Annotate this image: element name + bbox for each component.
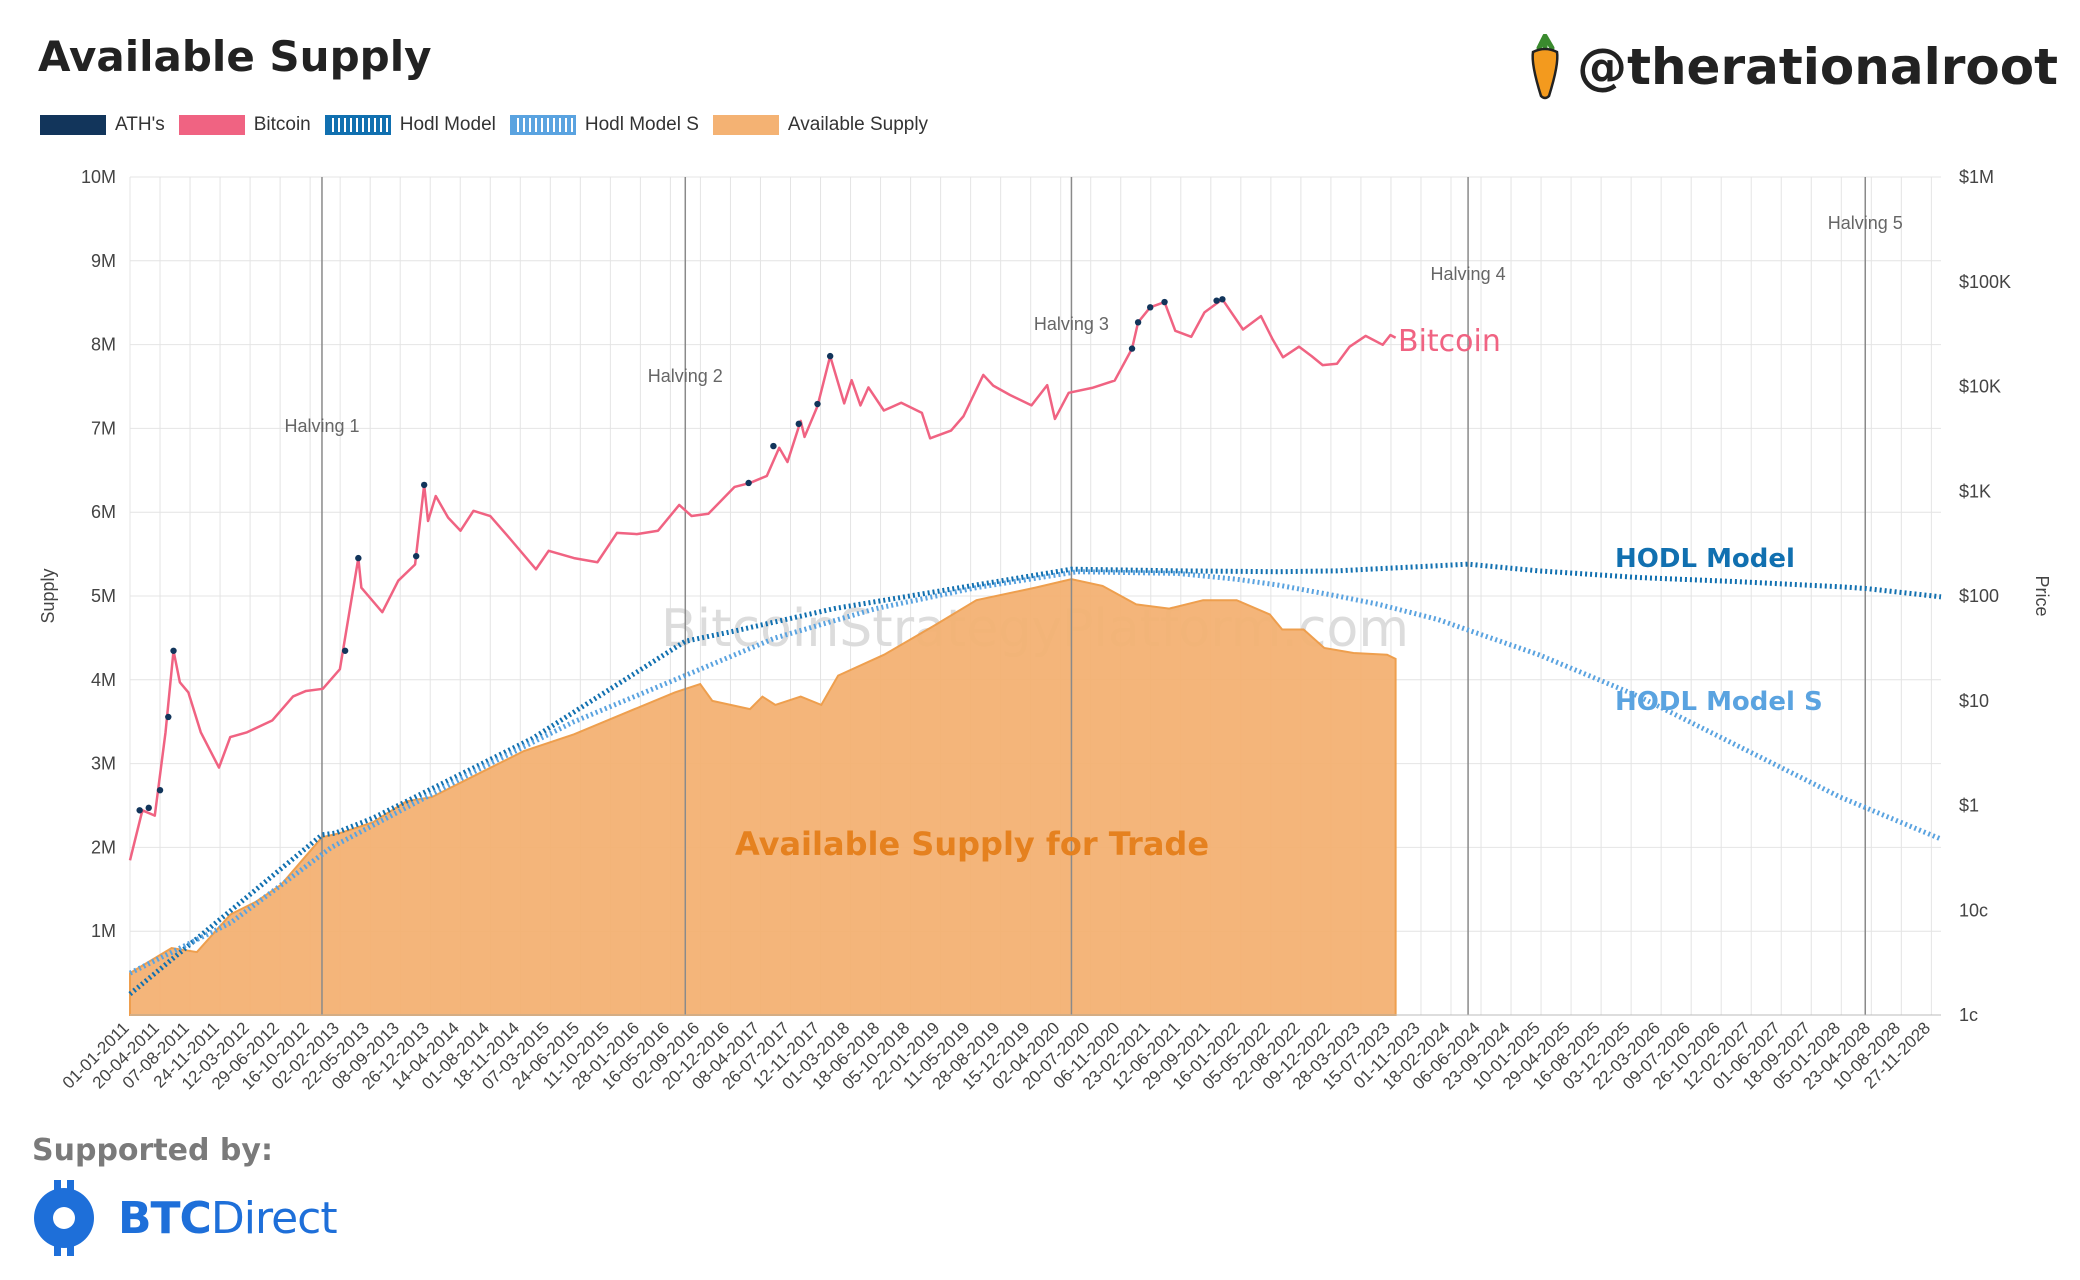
legend-swatch — [40, 115, 106, 135]
legend-label: Hodl Model — [399, 114, 496, 135]
halving-label: Halving 3 — [1034, 314, 1109, 334]
legend-item-hodl-model[interactable]: Hodl Model — [324, 114, 496, 136]
legend-swatch — [324, 115, 391, 135]
ath-point — [745, 479, 752, 487]
y-left-tick-label: 2M — [91, 837, 116, 857]
brand: @therationalroot — [1525, 34, 2058, 100]
ath-point — [1219, 296, 1226, 303]
bitcoin-annotation: Bitcoin — [1398, 324, 1501, 359]
ath-point — [826, 352, 834, 360]
y-left-tick-label: 8M — [91, 335, 116, 355]
y-right-tick-label: $100K — [1959, 272, 2011, 292]
btc-direct-logo-icon — [34, 1180, 94, 1256]
supported-by-label: Supported by: — [32, 1133, 273, 1168]
hodl-model-s-line — [128, 569, 1942, 976]
ath-point — [170, 647, 177, 654]
legend-swatch — [712, 115, 779, 135]
legend-item-bitcoin[interactable]: Bitcoin — [178, 114, 311, 136]
legend: ATH's Bitcoin Hodl Model Hodl Model S Av… — [40, 114, 942, 136]
y-left-tick-label: 4M — [91, 670, 116, 690]
ath-point — [156, 786, 164, 794]
y-right-tick-label: $100 — [1959, 586, 1999, 606]
legend-label: Hodl Model S — [584, 114, 699, 135]
y-left-tick-label: 6M — [91, 502, 116, 522]
y-right-tick-label: $1K — [1959, 481, 1991, 501]
y-left-tick-label: 10M — [81, 167, 116, 187]
ath-point — [1213, 297, 1220, 304]
legend-item-hodl-model-s[interactable]: Hodl Model S — [509, 114, 699, 136]
carrot-icon — [1531, 34, 1559, 100]
chart: 01-01-201120-04-201107-08-201124-11-2011… — [38, 167, 2052, 1093]
sponsor-logo[interactable]: BTCDirect — [30, 1178, 338, 1258]
author-handle: @therationalroot — [1577, 38, 2058, 96]
ath-point — [1128, 345, 1136, 352]
halving-label: Halving 5 — [1828, 213, 1903, 233]
halving-label: Halving 1 — [284, 416, 359, 436]
halving-label: Halving 2 — [648, 366, 723, 386]
y-right-tick-label: 1c — [1959, 1005, 1978, 1025]
bitcoin-price-line — [128, 298, 1397, 861]
ath-point — [1134, 319, 1142, 326]
ath-point — [1147, 304, 1154, 311]
y-left-tick-label: 9M — [91, 251, 116, 271]
legend-item-ath[interactable]: ATH's — [40, 114, 165, 136]
legend-label: Available Supply — [787, 114, 929, 135]
y-left-tick-label: 1M — [91, 921, 116, 941]
y-right-tick-label: $10 — [1959, 691, 1989, 711]
ath-point — [136, 807, 143, 814]
ath-point — [770, 442, 777, 450]
legend-swatch — [509, 115, 576, 135]
y-right-tick-label: $1M — [1959, 167, 1994, 187]
ath-point — [795, 420, 802, 428]
legend-label: ATH's — [115, 114, 165, 135]
ath-point — [341, 647, 349, 654]
y-right-tick-label: $10K — [1959, 377, 2001, 397]
sponsor-name: BTCDirect — [118, 1192, 338, 1244]
y-left-tick-label: 7M — [91, 418, 116, 438]
y-left-tick-label: 3M — [91, 754, 116, 774]
y-right-tick-label: 10c — [1959, 900, 1988, 920]
y-left-tick-label: 5M — [91, 586, 116, 606]
chart-title: Available Supply — [38, 32, 432, 81]
legend-item-available-supply[interactable]: Available Supply — [712, 114, 929, 136]
y-left-axis-title: Supply — [38, 568, 58, 623]
legend-label: Bitcoin — [253, 114, 311, 135]
available-supply-annotation: Available Supply for Trade — [735, 825, 1209, 863]
ath-point — [412, 552, 420, 560]
ath-point — [814, 400, 821, 408]
legend-swatch — [178, 115, 245, 135]
y-right-axis-title: Price — [2032, 575, 2052, 616]
hodl-model-s-annotation: HODL Model S — [1615, 687, 1823, 717]
ath-point — [355, 554, 362, 562]
ath-point — [1161, 298, 1168, 306]
y-right-tick-label: $1 — [1959, 796, 1979, 816]
ath-point — [145, 804, 152, 812]
ath-point — [420, 481, 428, 489]
available-supply-area — [129, 578, 1397, 1016]
ath-point — [165, 713, 172, 721]
hodl-model-annotation: HODL Model — [1615, 544, 1795, 574]
halving-label: Halving 4 — [1431, 264, 1506, 284]
